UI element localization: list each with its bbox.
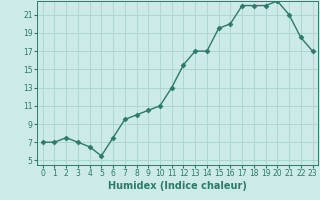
X-axis label: Humidex (Indice chaleur): Humidex (Indice chaleur)	[108, 181, 247, 191]
